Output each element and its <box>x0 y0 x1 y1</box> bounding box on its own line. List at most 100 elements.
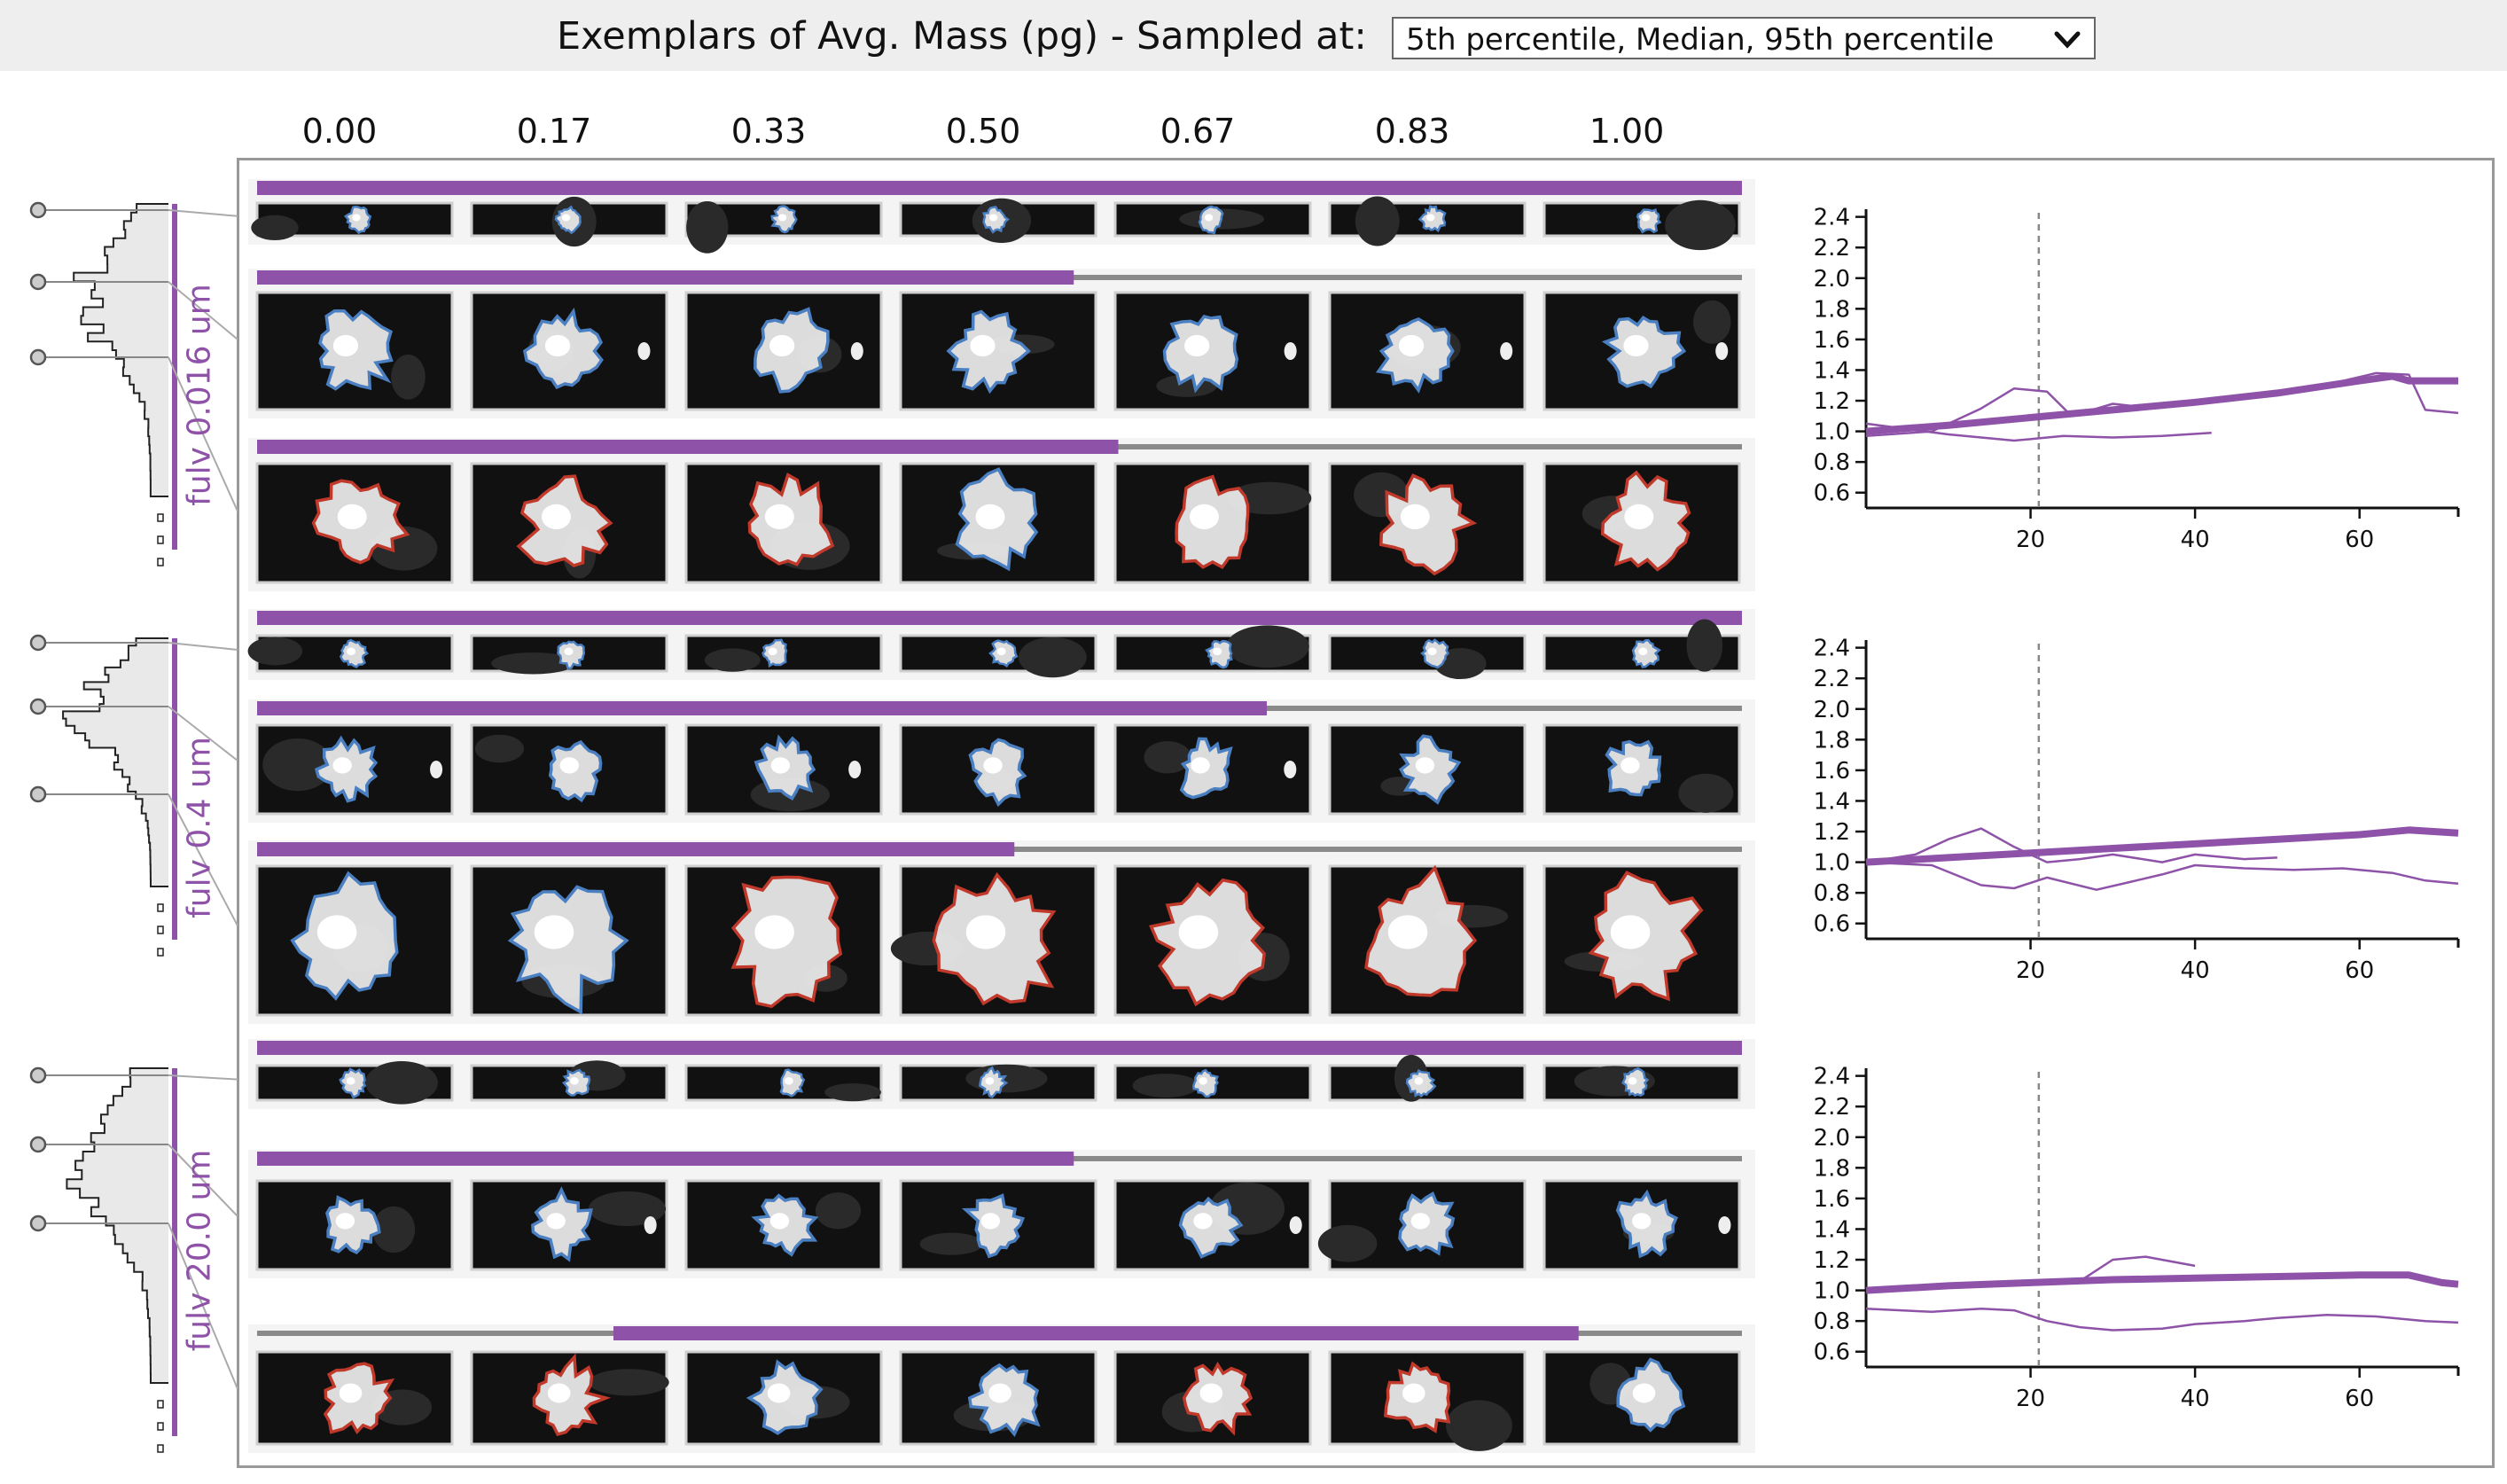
column-header: 0.50 <box>945 112 1021 151</box>
background-speck <box>588 1191 667 1227</box>
leader-line <box>168 281 238 340</box>
cell-highlight <box>1641 214 1651 222</box>
group-label: fulv 0.016 um <box>181 284 218 506</box>
cell-highlight <box>1631 1213 1652 1230</box>
cell-outline <box>1205 639 1233 669</box>
cell-highlight <box>975 504 1005 530</box>
background-speck <box>1678 773 1734 813</box>
background-speck <box>1686 619 1723 672</box>
cell-outline <box>1149 878 1267 1007</box>
x-tick-label: 60 <box>2345 957 2374 984</box>
background-speck <box>815 1192 862 1230</box>
cell-highlight <box>1199 1383 1223 1403</box>
cell-highlight <box>965 915 1006 949</box>
cell-highlight <box>996 647 1006 656</box>
y-tick-label: 2.0 <box>1814 266 1850 293</box>
top-bar: Exemplars of Avg. Mass (pg) - Sampled at… <box>0 0 2507 71</box>
background-speck <box>391 354 426 400</box>
cell-highlight <box>754 915 794 949</box>
cell-highlight <box>561 214 571 222</box>
cell-body <box>1180 1199 1241 1257</box>
cell-outline <box>979 1066 1009 1098</box>
cell-highlight <box>1415 757 1435 774</box>
percentile-pin <box>29 348 47 366</box>
group-histogram <box>66 1067 168 1384</box>
cell-outline <box>1364 864 1478 997</box>
cell-outline <box>981 206 1010 234</box>
cell-highlight <box>770 757 791 774</box>
background-speck <box>491 652 575 675</box>
cell-outline <box>1378 473 1478 576</box>
cell-outline <box>746 1359 824 1435</box>
chevron-down-icon <box>2054 31 2081 49</box>
cell-highlight <box>1178 915 1219 949</box>
cell-highlight <box>559 757 579 774</box>
cell-outline <box>747 473 835 566</box>
series-line <box>1865 422 2212 442</box>
y-tick-label: 2.2 <box>1814 235 1850 262</box>
sample-select[interactable]: 5th percentile, Median, 95th percentile <box>1392 17 2096 59</box>
cell-outline <box>1405 1068 1437 1098</box>
cell-outline <box>1616 1357 1686 1433</box>
background-speck <box>704 648 761 672</box>
x-tick-label: 40 <box>2181 957 2210 984</box>
background-speck <box>262 738 333 792</box>
y-tick-label: 2.4 <box>1814 205 1850 231</box>
cell-highlight <box>1402 1383 1425 1403</box>
histogram-outlier <box>157 1422 164 1431</box>
cell-highlight <box>335 1213 355 1230</box>
cell-outline <box>311 479 410 565</box>
cell-highlight <box>970 334 996 357</box>
cell-highlight <box>547 1383 571 1403</box>
cell-outline <box>290 871 399 1001</box>
percentile-pin <box>29 1066 47 1084</box>
neighbor-cell <box>1718 1216 1731 1234</box>
cell-highlight <box>534 915 574 949</box>
cell-highlight <box>1632 1383 1656 1403</box>
background-speck <box>686 201 729 254</box>
cell-highlight <box>769 334 795 357</box>
percentile-pin <box>29 1215 47 1232</box>
background-speck <box>372 1206 416 1254</box>
cell-outline <box>730 875 843 1009</box>
neighbor-cell <box>1284 761 1297 778</box>
cell-outline <box>751 1193 819 1257</box>
cell-highlight <box>541 504 571 530</box>
cell-highlight <box>546 1213 566 1230</box>
background-speck <box>251 215 299 241</box>
column-header: 0.67 <box>1160 112 1236 151</box>
cell-highlight <box>769 1213 790 1230</box>
background-speck <box>965 1064 1048 1093</box>
cell-highlight <box>1184 334 1210 357</box>
histogram-outlier <box>157 903 164 912</box>
x-tick-label: 20 <box>2016 957 2045 984</box>
cell-highlight <box>1410 1213 1431 1230</box>
leader-line <box>168 1222 238 1389</box>
cell-outline <box>779 1068 806 1097</box>
cell-highlight <box>1621 757 1640 774</box>
cell-outline <box>1192 1068 1219 1098</box>
y-tick-label: 2.2 <box>1814 666 1850 692</box>
cell-outline <box>1601 316 1687 389</box>
background-speck <box>365 1061 438 1105</box>
column-header: 0.17 <box>516 112 592 151</box>
cell-highlight <box>1400 504 1430 530</box>
cell-highlight <box>1213 647 1222 656</box>
cell-highlight <box>764 504 794 530</box>
cell-highlight <box>337 504 367 530</box>
percentile-pin <box>29 1136 47 1153</box>
cell-highlight <box>1398 334 1425 357</box>
cell-outline <box>344 205 372 235</box>
cell-outline <box>988 639 1019 668</box>
cell-outline <box>314 735 379 803</box>
column-header: 1.00 <box>1589 112 1665 151</box>
cell-outline <box>548 739 603 803</box>
cell-outline <box>1399 734 1462 805</box>
cell-outline <box>1175 474 1250 569</box>
y-tick-label: 1.6 <box>1814 758 1850 785</box>
cell-highlight <box>988 214 998 222</box>
leader-line <box>168 1074 238 1081</box>
background-speck <box>589 1369 669 1396</box>
column-header: 0.33 <box>730 112 807 151</box>
cell-highlight <box>339 1383 363 1403</box>
